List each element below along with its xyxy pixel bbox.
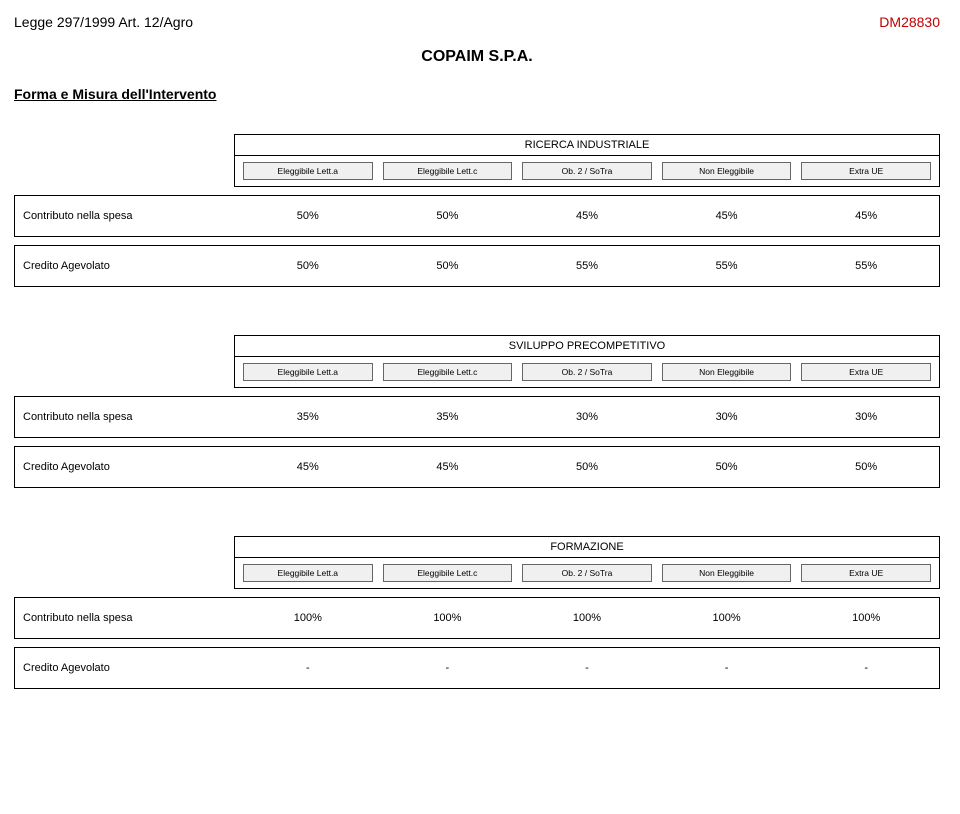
header-right-code: DM28830 [879, 14, 940, 30]
value-cell: 45% [383, 447, 513, 487]
data-row-credito: Credito Agevolato - - - - - [14, 647, 940, 689]
headers-container: Eleggibile Lett.a Eleggibile Lett.c Ob. … [234, 357, 940, 388]
category-row: RICERCA INDUSTRIALE [14, 134, 940, 156]
value-cell: - [662, 648, 792, 688]
col-header: Eleggibile Lett.a [243, 162, 373, 180]
value-cell: 55% [801, 246, 931, 286]
company-title: COPAIM S.P.A. [14, 48, 940, 66]
value-cell: 50% [522, 447, 652, 487]
row-values: 50% 50% 55% 55% 55% [235, 246, 939, 286]
value-cell: 50% [243, 246, 373, 286]
spacer [14, 335, 234, 357]
value-cell: 35% [243, 397, 373, 437]
headers-row: Eleggibile Lett.a Eleggibile Lett.c Ob. … [14, 357, 940, 388]
row-label: Contributo nella spesa [15, 598, 235, 638]
value-cell: 45% [801, 196, 931, 236]
table-group-ricerca: RICERCA INDUSTRIALE Eleggibile Lett.a El… [14, 134, 940, 287]
data-row-credito: Credito Agevolato 45% 45% 50% 50% 50% [14, 446, 940, 488]
value-cell: 55% [522, 246, 652, 286]
value-cell: 50% [383, 246, 513, 286]
row-values: 35% 35% 30% 30% 30% [235, 397, 939, 437]
value-cell: 30% [662, 397, 792, 437]
col-header: Extra UE [801, 363, 931, 381]
value-cell: 100% [662, 598, 792, 638]
col-header: Non Eleggibile [662, 564, 792, 582]
col-header: Non Eleggibile [662, 363, 792, 381]
value-cell: 45% [662, 196, 792, 236]
col-header: Eleggibile Lett.c [383, 363, 513, 381]
col-header: Ob. 2 / SoTra [522, 564, 652, 582]
value-cell: - [522, 648, 652, 688]
value-cell: 55% [662, 246, 792, 286]
page-header: Legge 297/1999 Art. 12/Agro DM28830 [14, 14, 940, 30]
table-group-sviluppo: SVILUPPO PRECOMPETITIVO Eleggibile Lett.… [14, 335, 940, 488]
category-row: SVILUPPO PRECOMPETITIVO [14, 335, 940, 357]
headers-container: Eleggibile Lett.a Eleggibile Lett.c Ob. … [234, 558, 940, 589]
spacer [14, 558, 234, 589]
value-cell: 100% [243, 598, 373, 638]
spacer [14, 357, 234, 388]
value-cell: 45% [243, 447, 373, 487]
col-header: Non Eleggibile [662, 162, 792, 180]
value-cell: 45% [522, 196, 652, 236]
section-title: Forma e Misura dell'Intervento [14, 86, 940, 102]
headers-row: Eleggibile Lett.a Eleggibile Lett.c Ob. … [14, 156, 940, 187]
row-values: 100% 100% 100% 100% 100% [235, 598, 939, 638]
row-values: - - - - - [235, 648, 939, 688]
spacer [14, 536, 234, 558]
value-cell: 100% [522, 598, 652, 638]
value-cell: 50% [383, 196, 513, 236]
value-cell: - [801, 648, 931, 688]
value-cell: - [383, 648, 513, 688]
row-values: 50% 50% 45% 45% 45% [235, 196, 939, 236]
col-header: Ob. 2 / SoTra [522, 162, 652, 180]
row-label: Credito Agevolato [15, 648, 235, 688]
row-label: Contributo nella spesa [15, 196, 235, 236]
row-label: Contributo nella spesa [15, 397, 235, 437]
col-header: Extra UE [801, 564, 931, 582]
category-title: SVILUPPO PRECOMPETITIVO [234, 335, 940, 357]
table-group-formazione: FORMAZIONE Eleggibile Lett.a Eleggibile … [14, 536, 940, 689]
col-header: Eleggibile Lett.c [383, 162, 513, 180]
value-cell: 50% [662, 447, 792, 487]
data-row-credito: Credito Agevolato 50% 50% 55% 55% 55% [14, 245, 940, 287]
value-cell: 50% [801, 447, 931, 487]
col-header: Eleggibile Lett.a [243, 564, 373, 582]
spacer [14, 134, 234, 156]
value-cell: 50% [243, 196, 373, 236]
category-title: FORMAZIONE [234, 536, 940, 558]
value-cell: 30% [522, 397, 652, 437]
headers-container: Eleggibile Lett.a Eleggibile Lett.c Ob. … [234, 156, 940, 187]
spacer [14, 156, 234, 187]
value-cell: 30% [801, 397, 931, 437]
headers-row: Eleggibile Lett.a Eleggibile Lett.c Ob. … [14, 558, 940, 589]
col-header: Eleggibile Lett.c [383, 564, 513, 582]
value-cell: 100% [383, 598, 513, 638]
value-cell: 100% [801, 598, 931, 638]
data-row-contributo: Contributo nella spesa 50% 50% 45% 45% 4… [14, 195, 940, 237]
value-cell: - [243, 648, 373, 688]
row-label: Credito Agevolato [15, 447, 235, 487]
value-cell: 35% [383, 397, 513, 437]
col-header: Extra UE [801, 162, 931, 180]
header-left-text: Legge 297/1999 Art. 12/Agro [14, 14, 193, 30]
col-header: Ob. 2 / SoTra [522, 363, 652, 381]
category-title: RICERCA INDUSTRIALE [234, 134, 940, 156]
data-row-contributo: Contributo nella spesa 35% 35% 30% 30% 3… [14, 396, 940, 438]
col-header: Eleggibile Lett.a [243, 363, 373, 381]
row-values: 45% 45% 50% 50% 50% [235, 447, 939, 487]
data-row-contributo: Contributo nella spesa 100% 100% 100% 10… [14, 597, 940, 639]
row-label: Credito Agevolato [15, 246, 235, 286]
category-row: FORMAZIONE [14, 536, 940, 558]
